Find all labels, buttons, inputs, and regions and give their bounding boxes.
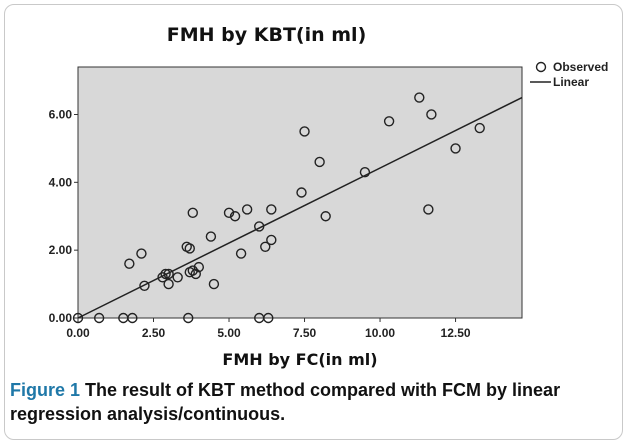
- data-point: [423, 204, 434, 215]
- y-tick-label: 4.00: [49, 175, 73, 189]
- plot-area: [77, 66, 523, 319]
- y-tick-label: 6.00: [49, 107, 73, 121]
- regression-line: [77, 96, 523, 319]
- data-point: [299, 126, 310, 137]
- data-point: [136, 248, 147, 259]
- x-tick-label: 10.00: [365, 326, 395, 340]
- data-points: [72, 92, 485, 324]
- data-point: [241, 204, 253, 215]
- data-point: [172, 272, 183, 283]
- data-point: [383, 116, 395, 127]
- legend-observed-label: Observed: [553, 60, 608, 74]
- legend: Observed Linear: [530, 60, 608, 89]
- data-point: [474, 122, 485, 134]
- data-point: [183, 312, 194, 324]
- data-point: [124, 258, 135, 269]
- data-point: [359, 166, 371, 178]
- data-point: [163, 268, 174, 280]
- data-point: [205, 231, 217, 242]
- caption-text: The result of KBT method compared with F…: [10, 380, 561, 424]
- data-point: [314, 156, 325, 168]
- data-point: [320, 211, 331, 222]
- legend-observed-marker: [535, 61, 547, 73]
- data-point: [260, 241, 271, 252]
- data-point: [139, 280, 150, 291]
- axis-ticks: 0.00 2.50 5.00 7.50 10.00 12.50 0.00 2.00 4.00 6.…: [49, 107, 471, 340]
- data-point: [266, 234, 277, 246]
- data-point: [160, 268, 171, 280]
- data-point: [414, 92, 425, 103]
- data-point: [157, 272, 168, 283]
- x-tick-label: 0.00: [66, 326, 90, 340]
- data-point: [235, 248, 247, 259]
- y-tick-label: 2.00: [49, 243, 73, 257]
- data-point: [193, 261, 205, 273]
- x-tick-label: 2.50: [142, 326, 166, 340]
- figure-caption: Figure 1 The result of KBT method compar…: [10, 378, 610, 426]
- data-point: [127, 312, 138, 324]
- x-tick-label: 12.50: [441, 326, 471, 340]
- data-point: [450, 143, 461, 154]
- legend-linear-label: Linear: [553, 75, 589, 89]
- data-point: [187, 207, 198, 219]
- data-point: [72, 312, 84, 324]
- data-point: [263, 312, 274, 324]
- data-point: [163, 278, 174, 290]
- data-point: [229, 211, 241, 222]
- data-point: [208, 278, 220, 290]
- data-point: [187, 265, 198, 276]
- x-axis-title: FMH by FC(in ml): [222, 350, 377, 369]
- data-point: [184, 243, 195, 254]
- data-point: [190, 268, 201, 280]
- data-point: [426, 109, 437, 120]
- data-point: [223, 207, 235, 219]
- x-tick-label: 5.00: [217, 326, 241, 340]
- chart-title: FMH by KBT(in ml): [166, 24, 367, 46]
- data-point: [266, 204, 277, 215]
- caption-label: Figure 1: [10, 380, 81, 400]
- y-tick-label: 0.00: [49, 311, 73, 325]
- data-point: [296, 187, 307, 198]
- x-tick-label: 7.50: [293, 326, 317, 340]
- data-point: [93, 312, 105, 324]
